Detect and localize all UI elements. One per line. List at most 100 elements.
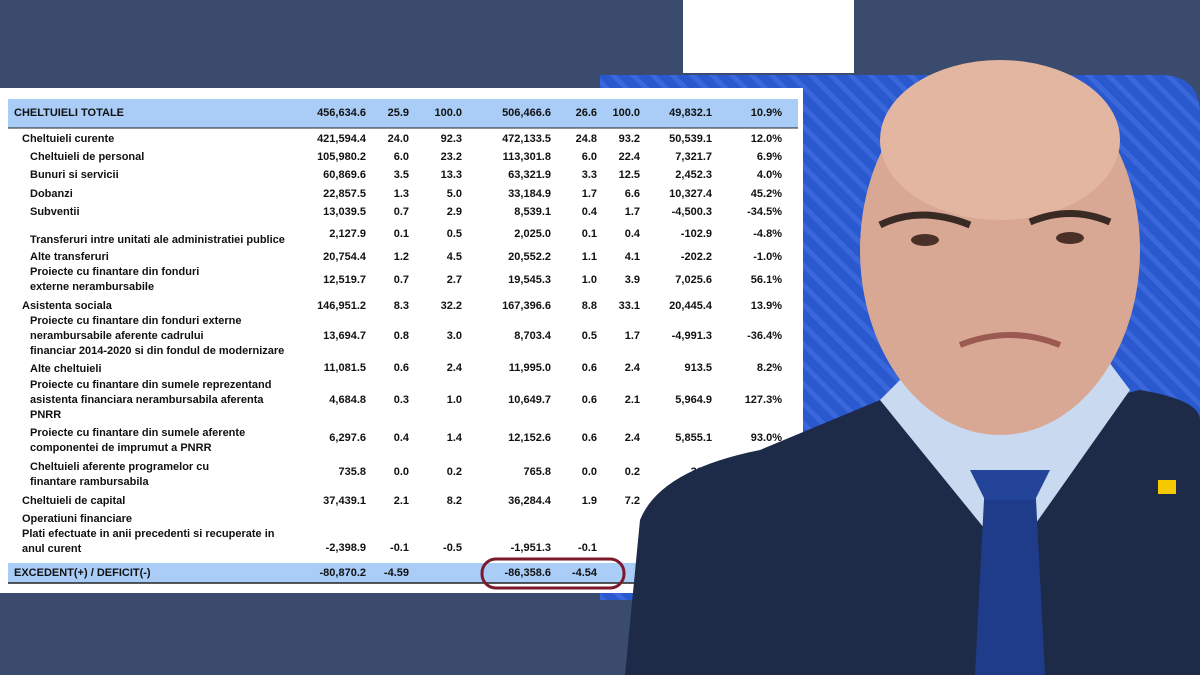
row-label: Proiecte cu finantare din fonduri extern… [30, 315, 242, 327]
row-label: Cheltuieli curente [22, 133, 114, 145]
cell: -2,398.9 [326, 542, 366, 554]
cell: 1.0 [582, 274, 597, 286]
cell: 3.0 [447, 330, 462, 342]
cell: 2.4 [447, 362, 463, 374]
cell: 92.3 [441, 133, 462, 145]
cell: -102.9 [681, 228, 712, 240]
cell: 5.0 [447, 188, 462, 200]
cell: -34.5% [747, 206, 782, 218]
cell: 32.2 [441, 300, 462, 312]
cell: 8.2% [757, 362, 782, 374]
cell: 93.2 [619, 133, 640, 145]
cell: 0.5 [582, 330, 597, 342]
cell: -36.4% [747, 330, 782, 342]
cell: 56.1% [751, 274, 782, 286]
cell: 8,703.4 [514, 330, 552, 342]
cell: 2,127.9 [329, 228, 366, 240]
cell: -0.5 [443, 542, 462, 554]
cell: 60,869.6 [323, 169, 366, 181]
cell: 4,684.8 [329, 394, 366, 406]
cell: 0.1 [582, 228, 597, 240]
row-label: Asistenta sociala [22, 300, 113, 312]
cell: 146,951.2 [317, 300, 366, 312]
cell: 22.4 [619, 151, 641, 163]
cell: 6,297.6 [329, 432, 366, 444]
cell: 7,321.7 [675, 151, 712, 163]
cell: 11,995.0 [509, 362, 551, 374]
row-label: Proiecte cu finantare din sumele repreze… [30, 379, 271, 391]
cell: 8,539.1 [514, 206, 551, 218]
cell: 4.5 [447, 251, 462, 263]
cell: 913.5 [684, 362, 712, 374]
cell: 100.0 [434, 107, 462, 119]
brow [878, 211, 972, 229]
cell: -86,358.6 [505, 567, 551, 579]
cell: 3.5 [394, 169, 409, 181]
cell: -4.54 [572, 567, 598, 579]
row-label: Transferuri intre unitati ale administra… [30, 234, 285, 246]
row-label: Cheltuieli de capital [22, 495, 125, 507]
cell: 1.4 [447, 432, 463, 444]
cell: 13,039.5 [323, 206, 366, 218]
cell: 7.2 [625, 495, 640, 507]
cell: 0.2 [447, 466, 462, 478]
cell: 23.2 [441, 151, 462, 163]
cell: 1.3 [394, 188, 409, 200]
cell: -0.1 [390, 542, 409, 554]
cell: 25.9 [388, 107, 409, 119]
tie [975, 480, 1045, 675]
cell: -0.1 [578, 542, 597, 554]
row-label: nerambursabile aferente cadrului [30, 330, 204, 342]
cell: 33,184.9 [508, 188, 551, 200]
cell: 167,396.6 [502, 300, 551, 312]
cell: 6.6 [625, 188, 640, 200]
cell: 4.1 [625, 251, 640, 263]
tie-knot [970, 470, 1050, 500]
cell: 2,025.0 [514, 228, 551, 240]
brow [1028, 210, 1112, 226]
cell: -4,991.3 [672, 330, 712, 342]
cell: 10,327.4 [669, 188, 713, 200]
cell: 1.7 [625, 330, 640, 342]
cell: 0.6 [582, 362, 597, 374]
cell: -4.59 [384, 567, 409, 579]
row-label: Alte cheltuieli [30, 363, 102, 375]
cell: 735.8 [338, 466, 366, 478]
cell: 0.7 [394, 274, 409, 286]
header-band [8, 99, 798, 128]
cell: 6.9% [757, 151, 782, 163]
cell: 2,452.3 [675, 169, 712, 181]
cell: -4.8% [753, 228, 782, 240]
cell: 2.9 [447, 206, 462, 218]
cell: 1.0 [447, 394, 462, 406]
cell: 0.8 [394, 330, 409, 342]
cell: -1.0% [753, 251, 782, 263]
cell: 10,649.7 [508, 394, 551, 406]
cell: -80,870.2 [320, 567, 366, 579]
cell: 0.0 [582, 466, 597, 478]
cell: 0.4 [582, 206, 598, 218]
row-label: Subventii [30, 206, 80, 218]
row-label: componentei de imprumut a PNRR [30, 442, 212, 454]
cell: 113,301.8 [503, 151, 551, 163]
cell: 12,152.6 [508, 432, 551, 444]
cell: 8.3 [394, 300, 409, 312]
cell: 2.4 [625, 362, 641, 374]
cell: 22,857.5 [323, 188, 366, 200]
cell: 3.3 [582, 169, 597, 181]
cell: 36,284.4 [508, 495, 552, 507]
cell: 10.9% [751, 107, 782, 119]
cell: 0.5 [447, 228, 462, 240]
cell: 8.8 [582, 300, 597, 312]
cell: 0.4 [625, 228, 641, 240]
cell: 2.1 [394, 495, 409, 507]
eye [911, 234, 939, 246]
cell: 0.7 [394, 206, 409, 218]
cell: 8.2 [447, 495, 462, 507]
cell: 5,964.9 [675, 394, 712, 406]
cell: 49,832.1 [669, 107, 712, 119]
cell: 45.2% [751, 188, 782, 200]
cell: 0.3 [394, 394, 409, 406]
